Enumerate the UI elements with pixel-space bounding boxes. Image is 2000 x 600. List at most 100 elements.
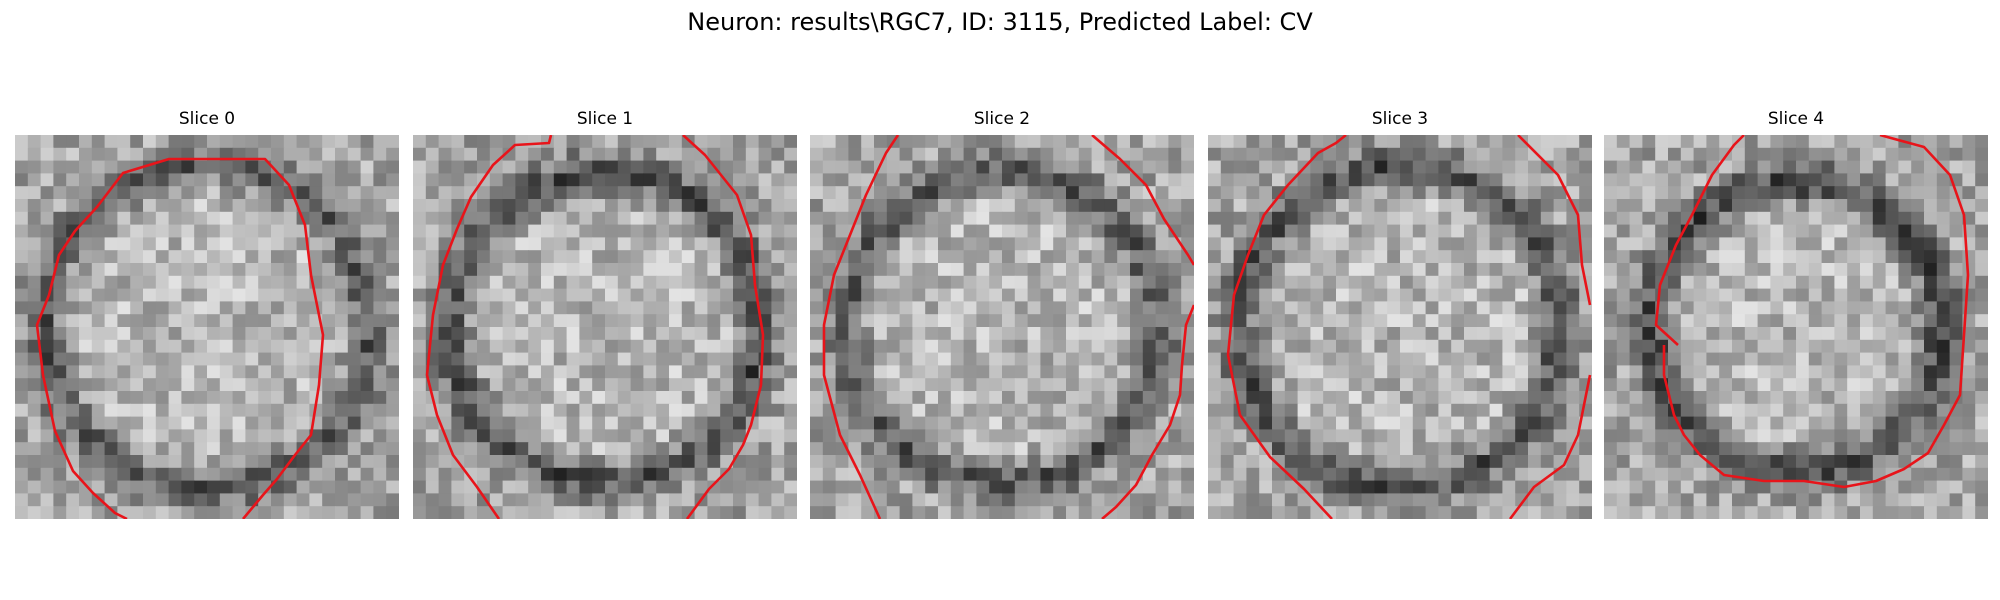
pixel <box>1387 365 1401 379</box>
pixel <box>207 301 221 315</box>
pixel <box>155 391 170 405</box>
pixel <box>1438 211 1452 226</box>
pixel <box>296 160 310 174</box>
pixel <box>1336 160 1350 174</box>
pixel <box>1361 391 1375 405</box>
pixel <box>592 327 606 341</box>
pixel <box>386 147 399 162</box>
pixel <box>1168 160 1182 174</box>
pixel <box>168 199 182 213</box>
pixel <box>656 147 670 162</box>
pixel <box>1348 250 1363 264</box>
pixel <box>271 391 285 405</box>
pixel <box>91 186 106 200</box>
pixel <box>322 442 336 456</box>
pixel <box>707 173 721 187</box>
pixel <box>245 416 259 430</box>
pixel <box>835 339 849 354</box>
pixel <box>27 352 42 366</box>
pixel <box>1476 352 1491 366</box>
pixel <box>1400 327 1414 341</box>
pixel <box>694 237 708 251</box>
pixel <box>373 237 387 251</box>
pixel <box>66 352 80 366</box>
pixel <box>232 250 246 264</box>
pixel <box>425 186 440 200</box>
pixel <box>566 263 580 277</box>
pixel <box>168 186 182 200</box>
pixel <box>335 467 349 482</box>
pixel <box>1233 429 1247 443</box>
pixel <box>1616 301 1631 315</box>
pixel <box>848 365 862 379</box>
pixel <box>1911 416 1925 430</box>
pixel <box>322 237 336 251</box>
pixel <box>784 442 797 456</box>
pixel <box>758 250 772 264</box>
pixel <box>322 327 336 341</box>
pixel <box>643 288 657 302</box>
pixel <box>1693 147 1707 162</box>
pixel <box>219 301 234 315</box>
pixel <box>1579 339 1592 354</box>
pixel <box>1936 199 1951 213</box>
pixel <box>1489 250 1503 264</box>
pixel <box>1361 237 1375 251</box>
pixel <box>194 365 208 379</box>
pixel <box>451 339 465 354</box>
pixel <box>1348 416 1363 430</box>
pixel <box>848 135 862 149</box>
pixel <box>1642 493 1656 507</box>
pixel <box>15 288 29 302</box>
pixel <box>1502 429 1516 443</box>
pixel <box>1168 378 1182 392</box>
pixel <box>1770 275 1784 290</box>
pixel <box>1361 467 1375 482</box>
pixel <box>1066 160 1080 174</box>
pixel <box>669 263 683 277</box>
pixel <box>477 250 491 264</box>
pixel <box>1400 186 1414 200</box>
pixel <box>963 391 977 405</box>
pixel <box>528 339 542 354</box>
pixel <box>1027 365 1041 379</box>
pixel <box>130 250 144 264</box>
pixel <box>681 147 696 162</box>
pixel <box>912 314 926 328</box>
pixel <box>1155 147 1169 162</box>
pixel <box>758 391 772 405</box>
pixel <box>15 211 29 226</box>
pixel <box>1284 480 1299 494</box>
pixel <box>925 467 939 482</box>
pixel <box>155 199 170 213</box>
pixel <box>861 199 875 213</box>
pixel <box>950 135 965 149</box>
pixel <box>874 352 888 366</box>
pixel <box>1553 352 1567 366</box>
pixel <box>1361 506 1375 519</box>
pixel <box>1142 467 1157 482</box>
pixel <box>1348 211 1363 226</box>
pixel <box>143 314 157 328</box>
pixel <box>1732 442 1746 456</box>
pixel <box>1885 301 1899 315</box>
pixel <box>1719 301 1733 315</box>
pixel <box>1732 237 1746 251</box>
pixel <box>1949 506 1963 519</box>
pixel <box>950 237 965 251</box>
pixel <box>271 224 285 238</box>
pixel <box>130 467 144 482</box>
pixel <box>451 378 465 392</box>
pixel <box>425 275 440 290</box>
pixel <box>1412 467 1427 482</box>
pixel <box>1297 339 1311 354</box>
pixel <box>373 455 387 469</box>
pixel <box>1387 275 1401 290</box>
pixel <box>681 275 696 290</box>
pixel <box>1553 403 1567 418</box>
pixel <box>899 288 913 302</box>
pixel <box>1604 199 1618 213</box>
pixel <box>1002 224 1016 238</box>
pixel <box>245 467 259 482</box>
pixel <box>771 365 785 379</box>
